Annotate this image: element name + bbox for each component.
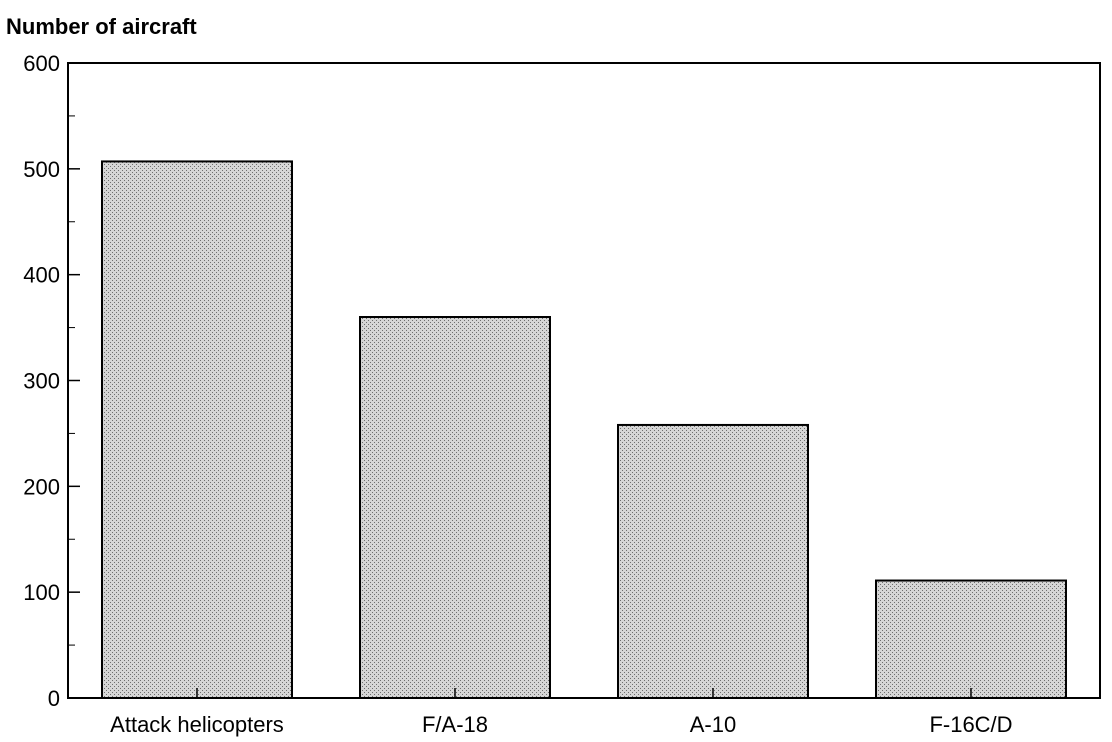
- y-tick-label: 0: [48, 686, 60, 711]
- x-tick-label: A-10: [690, 712, 736, 737]
- x-tick-label: F/A-18: [422, 712, 488, 737]
- y-tick-label: 600: [23, 51, 60, 76]
- bars: [101, 160, 1067, 700]
- plot-frame: [67, 62, 1101, 699]
- y-tick-label: 200: [23, 474, 60, 499]
- y-tick-label: 400: [23, 263, 60, 288]
- y-axis-ticks: 0 100 200 300 400 500 600: [23, 51, 80, 711]
- y-tick-label: 100: [23, 580, 60, 605]
- y-axis-label: Number of aircraft: [6, 14, 197, 39]
- y-tick-label: 300: [23, 369, 60, 394]
- x-axis-ticks: Attack helicopters F/A-18 A-10 F-16C/D: [110, 688, 1013, 737]
- x-tick-label: Attack helicopters: [110, 712, 284, 737]
- y-tick-label: 500: [23, 157, 60, 182]
- bar-1: [101, 160, 293, 700]
- bar-4: [875, 579, 1067, 700]
- x-tick-label: F-16C/D: [929, 712, 1012, 737]
- bar-3: [617, 423, 809, 699]
- bar-2: [359, 316, 551, 699]
